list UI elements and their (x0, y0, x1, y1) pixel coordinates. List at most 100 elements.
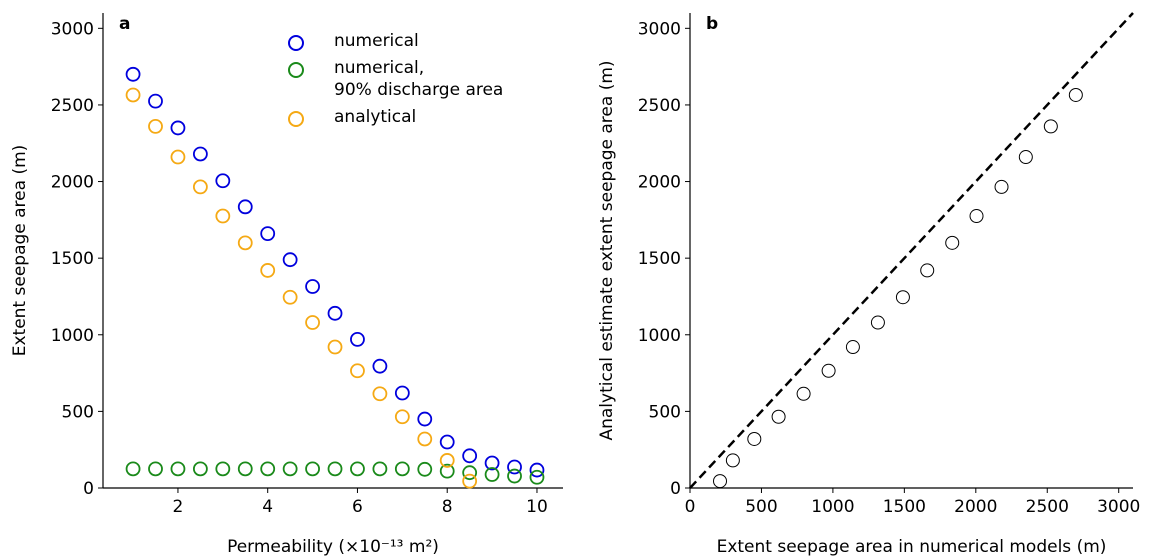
legend-item: numerical (288, 30, 503, 52)
y-tick-label: 1500 (51, 249, 94, 269)
point (895, 290, 910, 305)
point (148, 118, 163, 134)
point (417, 431, 433, 447)
legend-label: numerical, 90% discharge area (334, 58, 504, 100)
x-axis-label: Permeability (×10⁻¹³ m²) (227, 537, 439, 557)
point (484, 467, 500, 482)
point (192, 461, 208, 477)
point (713, 474, 728, 489)
point (1043, 119, 1058, 134)
x-tick-label: 10 (526, 497, 548, 517)
point (725, 453, 740, 468)
point (170, 120, 186, 136)
point (1068, 87, 1083, 102)
y-tick-label: 1500 (638, 249, 681, 269)
y-tick-label: 500 (649, 402, 681, 422)
x-tick-label: 2000 (954, 497, 997, 517)
legend-label: numerical (334, 31, 419, 51)
point (870, 315, 885, 330)
point (305, 315, 320, 330)
point (327, 461, 343, 477)
point (350, 363, 365, 379)
y-tick-label: 2500 (51, 96, 94, 116)
point (350, 331, 365, 347)
point (260, 461, 276, 477)
point (394, 461, 410, 477)
legend-symbol (288, 62, 304, 78)
point (237, 461, 253, 477)
y-tick-label: 2000 (51, 173, 94, 193)
x-tick-label: 500 (745, 497, 777, 517)
point (327, 305, 343, 321)
point (260, 263, 276, 278)
point (462, 448, 478, 464)
point (462, 473, 478, 489)
point (821, 363, 836, 378)
x-axis-label: Extent seepage area in numerical models … (717, 537, 1107, 557)
point (282, 289, 298, 305)
x-tick-label: 1000 (811, 497, 854, 517)
point (215, 461, 231, 477)
x-tick-label: 4 (262, 497, 273, 517)
y-axis-label: Extent seepage area (m) (10, 145, 30, 357)
point (237, 235, 253, 251)
point (372, 461, 388, 477)
point (192, 146, 208, 162)
point (125, 87, 141, 103)
point (439, 463, 455, 479)
point (462, 465, 478, 481)
x-tick-label: 6 (352, 497, 363, 517)
point (771, 409, 786, 424)
point (507, 468, 522, 484)
point (945, 235, 960, 250)
x-tick-label: 2 (173, 497, 184, 517)
point (237, 199, 253, 215)
point (439, 434, 455, 450)
legend: numerical numerical, 90% discharge area an… (288, 30, 503, 133)
point (507, 459, 522, 475)
panel-label: a (119, 14, 130, 34)
identity-line (689, 12, 1134, 489)
y-tick-label: 1000 (638, 326, 681, 346)
y-axis-label: Analytical estimate extent seepage area … (597, 60, 617, 440)
point (529, 469, 545, 485)
y-tick-label: 1000 (51, 326, 94, 346)
point (148, 93, 163, 109)
legend-item: analytical (288, 106, 503, 128)
x-tick-label: 3000 (1097, 497, 1140, 517)
y-tick-label: 500 (62, 402, 94, 422)
y-tick-label: 3000 (51, 19, 94, 39)
point (327, 339, 343, 355)
y-tick-label: 2500 (638, 96, 681, 116)
point (417, 411, 433, 427)
y-tick-label: 2000 (638, 173, 681, 193)
point (148, 461, 163, 477)
panel-label: b (706, 14, 718, 34)
y-tick-label: 0 (670, 479, 681, 499)
y-tick-label: 3000 (638, 19, 681, 39)
point (372, 386, 388, 402)
point (260, 226, 276, 242)
x-tick-label: 1500 (883, 497, 926, 517)
point (439, 453, 455, 468)
point (796, 386, 811, 401)
x-tick-label: 8 (442, 497, 453, 517)
point (215, 208, 231, 224)
point (1018, 150, 1033, 165)
point (170, 461, 186, 477)
legend-item: numerical, 90% discharge area (288, 57, 503, 101)
legend-label: analytical (334, 107, 417, 127)
point (747, 431, 762, 446)
point (994, 179, 1009, 194)
point (394, 385, 410, 401)
point (192, 179, 208, 195)
point (282, 252, 298, 268)
point (350, 461, 365, 477)
point (305, 279, 320, 294)
point (920, 263, 935, 278)
legend-symbol (288, 111, 304, 127)
point (845, 340, 860, 355)
point (969, 209, 984, 224)
